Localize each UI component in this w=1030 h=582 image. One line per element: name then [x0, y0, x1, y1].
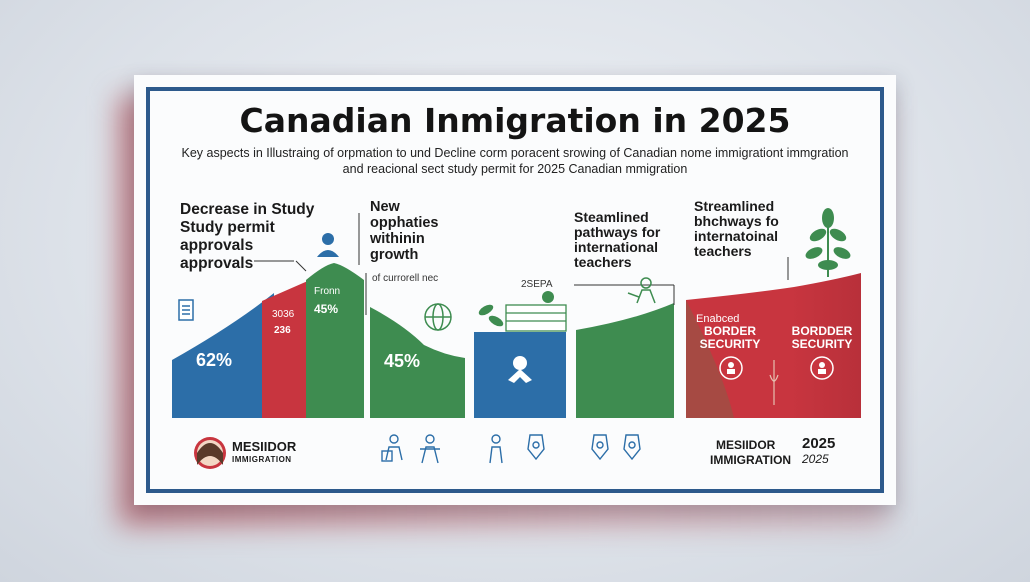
- leaf-icon: [478, 304, 504, 327]
- pathways-b-label-line: bhchways fo: [694, 213, 779, 229]
- green-peak: [306, 263, 364, 418]
- pathways-a-label-line: pathways for: [574, 224, 661, 240]
- pathways-a-label-line: Steamlined: [574, 209, 649, 225]
- plant-icon: [805, 208, 851, 277]
- badge-icon: [542, 291, 554, 303]
- footer-year: 2025: [802, 435, 836, 452]
- building-icon: [505, 304, 567, 332]
- opportunities-label-line: withinin: [370, 231, 425, 247]
- study-label-line: Decrease in Study: [180, 201, 315, 218]
- opportunities-label: New opphaties withinin growth: [370, 199, 438, 263]
- footer-worker-icon: [489, 434, 503, 464]
- pathways-b-label: Streamlined bhchways fo internatoinal te…: [694, 199, 779, 259]
- red-bar: [262, 280, 310, 418]
- footer-year-sub: 2025: [802, 452, 829, 466]
- study-label-line: Study permit: [180, 219, 275, 236]
- footer-shield-icon: [591, 434, 609, 461]
- footer-traveler-icon: [420, 434, 440, 464]
- globe-icon: [424, 303, 452, 331]
- study-blue-area: [172, 293, 274, 418]
- footer-id-icon: [623, 434, 641, 461]
- pathways-a-label: Steamlined pathways for international te…: [574, 210, 660, 270]
- study-label-line: approvals: [180, 255, 254, 272]
- study-percent: 62%: [196, 350, 233, 370]
- infographic-title: Canadian Inmigration in 2025: [239, 101, 791, 140]
- opportunities-label-line: New: [370, 199, 400, 215]
- graduate-person-icon: [317, 233, 339, 257]
- infographic-card: Canadian Inmigration in 2025 Key aspects…: [134, 75, 896, 505]
- security-left-label: BORDER SECURITY: [690, 325, 770, 351]
- infographic-subtitle: Key aspects in Illustraing of orpmation …: [181, 146, 849, 176]
- study-label: Decrease in Study Study permit approvals…: [180, 201, 314, 273]
- footer-brand-right: MESIIDOR: [716, 438, 776, 452]
- pathways-a-label-line: international: [574, 239, 659, 255]
- anchor-icon: [769, 360, 779, 405]
- avatar: [194, 437, 226, 469]
- security-sub-label: Enabced: [696, 313, 740, 325]
- red-bar-label-bottom: 236: [274, 325, 291, 336]
- green-bar-percent: 45%: [314, 302, 339, 316]
- pathways-b-label-line: teachers: [694, 243, 752, 259]
- footer-people-icon: [381, 434, 403, 462]
- teacher-icon: [627, 277, 656, 304]
- security-red-area: [686, 273, 861, 418]
- security-right-label: BORDDER SECURITY: [782, 325, 862, 351]
- document-icon: [178, 299, 194, 321]
- green-bar-label-top: Fronn: [314, 286, 341, 297]
- security-right-line: BORDDER: [791, 324, 853, 338]
- person-badge-icon: [508, 356, 532, 383]
- opportunities-label-line: growth: [370, 247, 419, 263]
- pathways-b-label-line: Streamlined: [694, 198, 775, 214]
- pathways-a-label-line: teachers: [574, 254, 632, 270]
- footer-brand-left-sub: IMMIGRATION: [232, 455, 292, 464]
- pathways-b-label-line: internatoinal: [694, 228, 779, 244]
- study-label-line: approvals: [180, 237, 254, 254]
- pathways-green-area: [576, 303, 674, 418]
- card-frame: [146, 87, 884, 493]
- green-decline: [370, 307, 465, 418]
- opportunities-note: of currorell nec: [372, 273, 439, 284]
- footer-badge-icon: [527, 434, 545, 461]
- security-person-icon: [727, 362, 826, 374]
- security-right-line: SECURITY: [791, 337, 853, 351]
- red-bar-label-top: 3036: [272, 309, 295, 320]
- security-left-line: BORDER: [703, 324, 756, 338]
- footer-brand-right-sub: IMMIGRATION: [710, 453, 792, 467]
- security-left-line: SECURITY: [699, 337, 761, 351]
- opportunities-percent: 45%: [384, 351, 421, 371]
- pathways-tag: 2SEPA: [521, 279, 553, 290]
- footer-brand-left: MESIIDOR: [232, 439, 297, 454]
- opportunities-label-line: opphaties: [370, 215, 439, 231]
- infographic-shapes: [172, 208, 861, 469]
